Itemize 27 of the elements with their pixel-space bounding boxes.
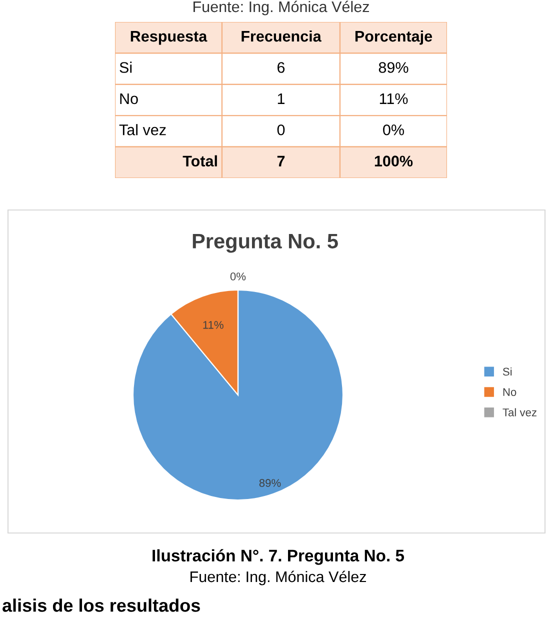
category-label: Frecuencia xyxy=(242,30,322,42)
text: 11% xyxy=(380,93,408,104)
text: 0 xyxy=(277,124,285,136)
category-label: Porcentaje xyxy=(355,30,432,45)
text: Tal vez xyxy=(119,124,166,136)
text: 89% xyxy=(378,62,408,73)
legend-label: Tal vez xyxy=(502,408,536,416)
legend-label: Si xyxy=(502,367,512,376)
text: Si xyxy=(120,62,132,73)
source-note: Fuente: Ing. Mónica Vélez xyxy=(190,570,366,586)
text: No xyxy=(120,93,138,104)
text: Total xyxy=(182,155,217,166)
text: 7 xyxy=(277,156,285,166)
pie-slice xyxy=(132,289,344,501)
text: 0% xyxy=(383,124,404,136)
text: 1 xyxy=(278,93,285,104)
chart-title: Pregunta No. 5 xyxy=(192,234,338,253)
data-label: 89% xyxy=(259,479,281,487)
category-label: Respuesta xyxy=(130,31,208,45)
text: 0% xyxy=(230,272,246,280)
text: 6 xyxy=(278,62,285,73)
text: 100% xyxy=(374,156,413,166)
legend-label: No xyxy=(503,388,516,396)
text: Fuente: Ing. Mónica Vélez xyxy=(194,0,369,16)
text: alisis de los resultados xyxy=(2,598,200,612)
data-label: 11% xyxy=(203,321,224,329)
text: Ilustración N°. 7. Pregunta No. 5 xyxy=(152,549,404,565)
